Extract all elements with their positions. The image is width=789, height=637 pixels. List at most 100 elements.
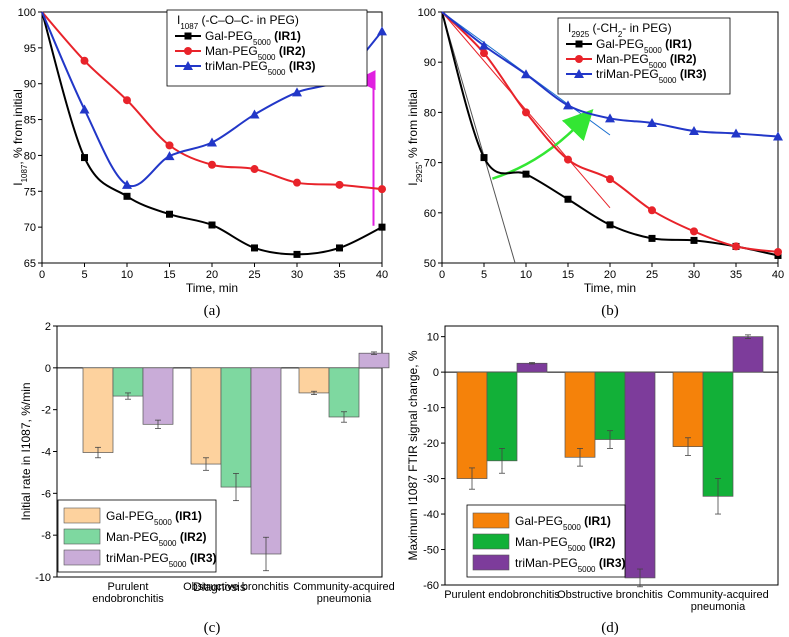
legend: I1087 (-C–O–C- in PEG)Gal-PEG5000 (IR1)M… [166, 9, 368, 87]
legend-entry: triMan-PEG5000 (IR3) [515, 556, 626, 574]
category-label: Obstructive bronchitis [183, 581, 289, 593]
bar [142, 367, 174, 425]
data-point [292, 87, 302, 97]
legend-box [166, 9, 368, 87]
category-label: Purulent endobronchitis [444, 589, 560, 601]
data-point [335, 180, 344, 189]
y-tick-label: 80 [24, 150, 36, 162]
x-axis-label: Diagnosis [193, 580, 246, 594]
data-point [648, 206, 656, 215]
y-tick-label: 70 [24, 222, 36, 234]
category-label: pneumonia [317, 593, 372, 605]
data-point [521, 69, 531, 79]
bar [564, 371, 596, 458]
data-point [81, 154, 88, 162]
x-tick-label: 10 [121, 269, 133, 281]
legend-swatch [472, 533, 510, 550]
legend: Gal-PEG5000 (IR1) Man-PEG5000 (IR2) triMan… [466, 504, 626, 578]
bar [298, 367, 330, 394]
legend-marker [184, 32, 192, 40]
legend-swatch [63, 549, 101, 566]
data-point [690, 227, 698, 236]
y-tick-label: 2 [45, 321, 51, 333]
x-tick-label: 35 [730, 269, 742, 281]
data-point [773, 131, 783, 141]
legend-marker [575, 55, 583, 63]
data-point [732, 242, 740, 251]
panel-label: (a) [204, 303, 221, 319]
bar [672, 371, 704, 447]
bar [732, 336, 764, 373]
y-tick-label: -6 [41, 488, 51, 500]
y-tick-label: -40 [423, 509, 439, 521]
data-point [774, 247, 782, 256]
x-tick-label: 20 [604, 269, 616, 281]
legend-marker [184, 47, 192, 55]
legend-entry: Man-PEG5000 (IR2) [515, 535, 616, 553]
data-point [336, 244, 343, 252]
bar [486, 371, 518, 462]
legend-entry: triMan-PEG5000 (IR3) [596, 67, 707, 85]
legend-title: I2925 (-CH2- in PEG) [568, 21, 672, 39]
data-point [522, 170, 530, 178]
legend-marker [183, 61, 193, 70]
category-label: Obstructive bronchitis [557, 589, 663, 601]
bar [456, 371, 488, 479]
x-tick-label: 30 [291, 269, 303, 281]
category-label: Community-acquired [293, 581, 394, 593]
data-point [378, 185, 386, 194]
y-tick-label: 50 [424, 258, 436, 270]
y-tick-label: -10 [35, 572, 51, 584]
data-point [647, 117, 657, 127]
bar [594, 371, 626, 440]
category-label: Purulent [108, 581, 149, 593]
x-tick-label: 25 [646, 269, 658, 281]
legend-entry: Man-PEG5000 (IR2) [596, 52, 697, 70]
legend: I2925 (-CH2- in PEG)Gal-PEG5000 (IR1)Man… [557, 17, 731, 95]
data-point [208, 221, 216, 229]
y-tick-label: 75 [24, 186, 36, 198]
data-point [166, 210, 173, 218]
y-tick-label: -20 [423, 438, 439, 450]
bar [624, 371, 656, 579]
y-tick-label: -4 [41, 447, 51, 459]
data-point [122, 179, 132, 189]
data-point [249, 109, 260, 119]
y-tick-label: -10 [423, 403, 439, 415]
y-axis-label: I1087, % from initial [11, 89, 29, 186]
x-tick-label: 40 [772, 269, 784, 281]
legend-title: I1087 (-C–O–C- in PEG) [177, 13, 299, 31]
bar [82, 367, 114, 453]
data-point [80, 56, 89, 65]
y-tick-label: 100 [418, 7, 436, 19]
category-label: pneumonia [691, 601, 746, 613]
tangent-line-ir1 [441, 11, 516, 264]
data-point [689, 125, 699, 135]
green-arrow [492, 109, 594, 180]
data-point [293, 178, 301, 187]
x-tick-label: 20 [206, 269, 218, 281]
data-point [648, 234, 656, 242]
x-tick-label: 5 [81, 269, 87, 281]
x-tick-label: 35 [333, 269, 345, 281]
y-tick-label: 90 [24, 79, 36, 91]
x-tick-label: 5 [481, 269, 487, 281]
line-chart-b: 0 5 10 15 20 25 30 35 40 50 60 70 80 90 100 Time, min I2… [406, 7, 784, 319]
data-point [377, 26, 387, 36]
data-point [480, 154, 488, 162]
data-point [378, 223, 386, 231]
bar-chart-d: -60 -50 -40 -30 -20 -10 0 10 Maximum I1087 FTIR … [406, 325, 779, 636]
legend-entry: triMan-PEG5000 (IR3) [106, 551, 217, 569]
data-point [479, 40, 489, 50]
y-axis-label: I2925, % from initial [406, 89, 424, 186]
data-point [207, 137, 217, 147]
data-point [606, 221, 614, 229]
legend-entry: Gal-PEG5000 (IR1) [515, 514, 611, 532]
legend-swatch [472, 512, 510, 529]
panel-label: (d) [601, 620, 619, 636]
data-point [79, 104, 90, 114]
panel-label: (c) [204, 620, 221, 636]
bar [220, 367, 252, 488]
y-tick-label: 65 [24, 258, 36, 270]
